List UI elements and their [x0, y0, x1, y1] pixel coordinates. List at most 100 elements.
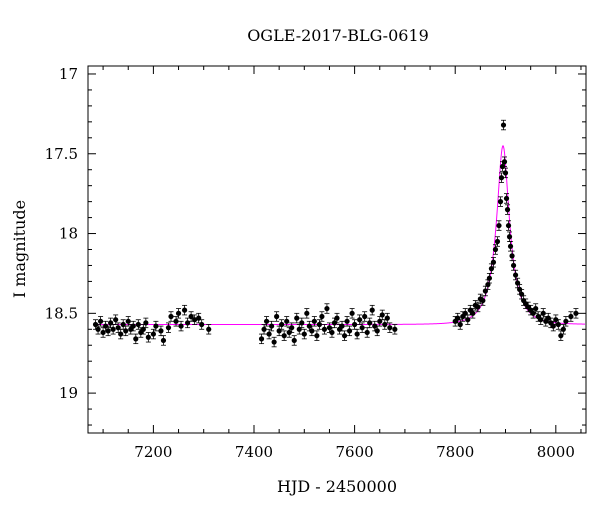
- data-point: [364, 329, 370, 336]
- x-tick-label: 8000: [537, 443, 575, 461]
- data-point: [507, 243, 514, 249]
- data-point: [135, 321, 141, 328]
- data-point: [329, 329, 335, 336]
- data-point: [284, 318, 290, 324]
- y-tick-label: 18: [59, 225, 78, 243]
- x-axis-title: HJD - 2450000: [277, 477, 397, 496]
- data-point: [392, 326, 398, 332]
- data-point: [500, 122, 507, 128]
- data-point: [153, 323, 159, 329]
- data-point: [555, 321, 561, 328]
- data-point: [274, 313, 280, 320]
- data-point: [326, 325, 333, 331]
- data-point: [291, 337, 297, 344]
- data-point: [379, 312, 385, 318]
- data-point: [301, 331, 307, 337]
- data-point: [105, 328, 111, 334]
- y-tick-labels: 17 17.5 18 18.5 19: [45, 65, 78, 402]
- data-point: [306, 323, 312, 329]
- data-point: [501, 159, 508, 165]
- chart-title: OGLE-2017-BLG-0619: [247, 26, 429, 45]
- data-point: [359, 325, 365, 331]
- data-point: [316, 321, 322, 328]
- data-point: [354, 331, 360, 337]
- data-point: [502, 170, 509, 176]
- data-point: [286, 329, 292, 336]
- data-point: [125, 318, 131, 324]
- data-point: [384, 315, 390, 321]
- plot-frame: [87, 65, 587, 434]
- data-point: [160, 337, 167, 344]
- data-point: [568, 313, 574, 320]
- data-point: [374, 328, 380, 334]
- data-point: [263, 318, 270, 324]
- y-tick-label: 17: [59, 65, 78, 83]
- data-point: [168, 313, 174, 320]
- data-point: [573, 310, 579, 316]
- data-point: [496, 222, 502, 229]
- x-tick-label: 7200: [134, 443, 172, 461]
- data-point: [486, 275, 493, 281]
- data-point: [206, 326, 212, 332]
- data-point: [123, 328, 129, 334]
- data-point: [324, 305, 330, 312]
- data-point: [372, 323, 378, 329]
- data-point: [92, 321, 99, 328]
- data-point: [158, 328, 164, 334]
- data-point: [321, 326, 328, 332]
- data-point: [271, 339, 277, 345]
- y-tick-label: 17.5: [45, 145, 78, 163]
- data-point: [331, 320, 338, 326]
- data-point: [143, 320, 149, 326]
- x-tick-label: 7400: [235, 443, 273, 461]
- data-point: [533, 305, 539, 312]
- data-point: [113, 317, 119, 323]
- data-point: [341, 333, 348, 339]
- data-point: [165, 325, 172, 331]
- data-point: [352, 321, 358, 328]
- data-point: [344, 318, 350, 324]
- data-point: [504, 207, 511, 213]
- data-point: [175, 310, 182, 316]
- data-point: [490, 259, 497, 265]
- data-point: [369, 307, 375, 313]
- data-point: [289, 325, 295, 331]
- data-point: [266, 331, 272, 337]
- data-point: [540, 310, 546, 316]
- data-point: [339, 323, 345, 329]
- data-point: [192, 317, 198, 323]
- data-point: [103, 323, 109, 329]
- data-point: [357, 317, 363, 323]
- data-point: [497, 199, 504, 205]
- data-point: [178, 323, 184, 329]
- data-point: [510, 262, 517, 269]
- data-point: [505, 222, 512, 229]
- data-point: [470, 310, 476, 316]
- x-tick-label: 7800: [436, 443, 474, 461]
- data-point: [349, 310, 355, 316]
- data-point: [199, 321, 205, 328]
- data-point: [133, 336, 139, 342]
- data-point: [512, 272, 519, 278]
- data-point: [314, 333, 320, 339]
- data-point: [545, 315, 551, 321]
- data-point: [465, 317, 471, 323]
- data-point: [560, 326, 566, 332]
- x-tick-label: 7600: [336, 443, 374, 461]
- y-tick-label: 19: [59, 384, 78, 402]
- data-point: [173, 318, 179, 324]
- data-point: [387, 325, 393, 331]
- data-point: [110, 326, 116, 332]
- data-point: [95, 326, 101, 332]
- data-point: [258, 336, 265, 342]
- data-point: [367, 320, 373, 326]
- data-point: [181, 307, 188, 313]
- data-point: [150, 331, 156, 337]
- data-point: [503, 195, 510, 202]
- data-points: [92, 119, 579, 348]
- data-point: [118, 331, 124, 337]
- data-point: [311, 318, 317, 324]
- data-point: [494, 238, 501, 245]
- data-point: [346, 328, 353, 334]
